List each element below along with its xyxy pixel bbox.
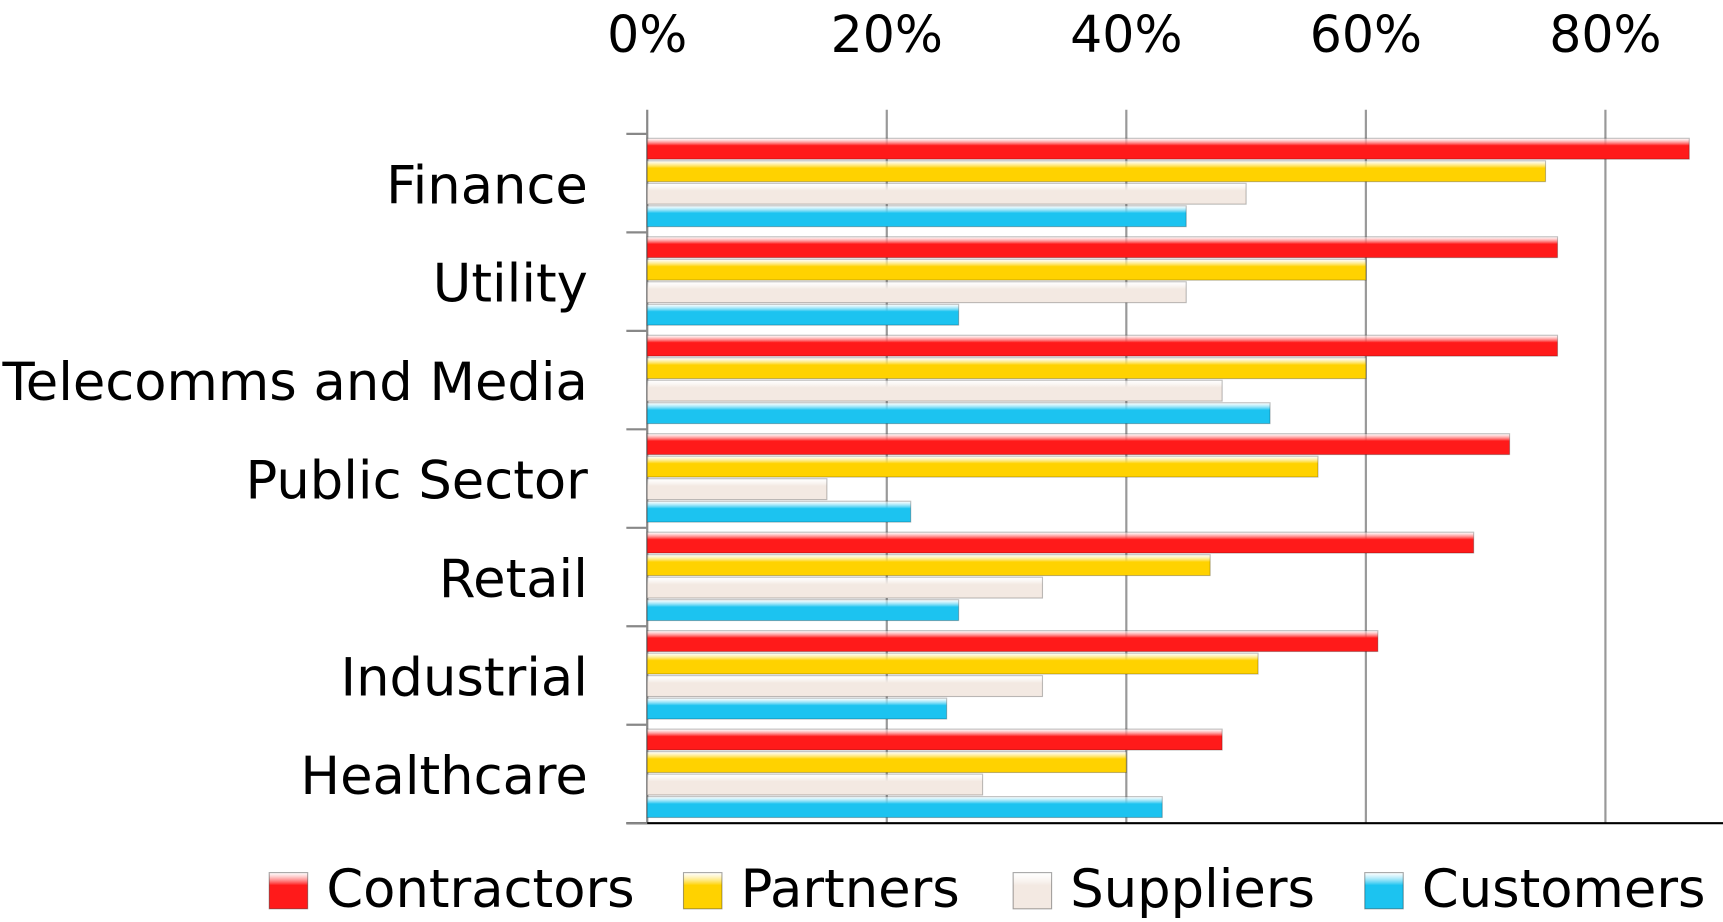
y-tick-label: Public Sector: [246, 451, 589, 512]
bar: [646, 160, 1547, 183]
y-tick-label: Retail: [439, 549, 588, 610]
x-tick-label: 40%: [1070, 5, 1182, 64]
legend-label: Partners: [741, 859, 960, 920]
legend-swatch: [268, 872, 309, 910]
y-tick-label: Finance: [386, 155, 588, 216]
bar: [646, 773, 984, 796]
x-tick-label: 80%: [1549, 5, 1661, 64]
bar: [646, 258, 1367, 281]
bar: [646, 303, 960, 326]
x-tick-label: 0%: [607, 5, 687, 64]
bar: [646, 236, 1559, 259]
bar: [646, 652, 1259, 675]
bar: [646, 281, 1187, 304]
bar: [646, 576, 1044, 599]
bar: [646, 554, 1211, 577]
y-tick-label: Utility: [433, 254, 588, 315]
bar: [646, 675, 1044, 698]
y-tick-label: Industrial: [341, 648, 588, 709]
bar: [646, 182, 1247, 205]
bar: [646, 500, 912, 523]
bar: [646, 379, 1223, 402]
bar: [646, 599, 960, 622]
legend-swatch: [1012, 872, 1053, 910]
legend-swatch: [682, 872, 723, 910]
bar: [646, 630, 1379, 653]
legend-label: Customers: [1422, 859, 1706, 920]
bar: [646, 402, 1271, 425]
bar: [646, 357, 1367, 380]
y-tick-label: Telecomms and Media: [2, 352, 588, 413]
bar: [646, 334, 1559, 357]
x-tick-label: 60%: [1310, 5, 1422, 64]
bar: [646, 697, 948, 720]
x-tick-label: 20%: [831, 5, 943, 64]
bar: [646, 478, 828, 501]
bar: [646, 205, 1187, 228]
bar: [646, 531, 1475, 554]
bar: [646, 433, 1511, 456]
bar: [646, 455, 1319, 478]
bar: [646, 728, 1223, 751]
bar: [646, 137, 1690, 160]
legend-swatch: [1364, 872, 1404, 910]
bar: [646, 796, 1163, 819]
bar: [646, 751, 1127, 774]
y-tick-label: Healthcare: [300, 746, 587, 807]
legend-label: Suppliers: [1070, 859, 1315, 920]
legend-label: Contractors: [326, 859, 634, 920]
